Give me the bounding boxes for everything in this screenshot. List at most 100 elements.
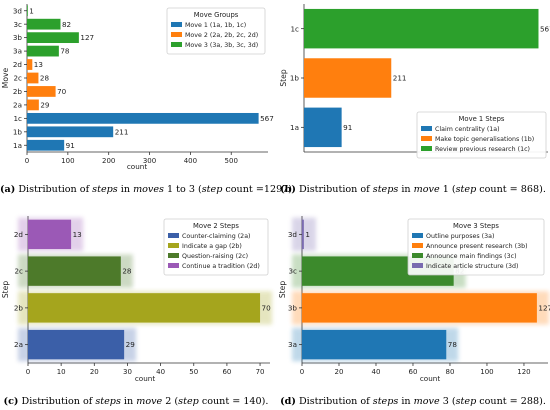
x-tick-label-300: 300	[143, 157, 156, 165]
caption-emphasis: steps	[95, 396, 121, 407]
legend-title: Move 2 Steps	[193, 222, 239, 230]
y-tick-label-2c: 2c	[13, 74, 22, 83]
bar-3a	[302, 329, 447, 360]
caption-emphasis: steps	[92, 184, 118, 195]
y-tick-label-2d: 2d	[14, 230, 23, 239]
data-label-3c: 82	[62, 20, 71, 29]
bar-2a	[27, 99, 39, 111]
data-label-1a: 91	[66, 141, 75, 150]
legend-entry: Announce main findings (3c)	[426, 253, 517, 260]
legend-swatch	[171, 32, 182, 37]
bar-3d	[27, 5, 28, 17]
data-label-2b: 70	[262, 303, 272, 312]
data-label-1c: 567	[540, 24, 550, 33]
legend-entry: Outline purposes (3a)	[426, 233, 494, 240]
legend-swatch	[168, 253, 179, 258]
legend-box	[416, 111, 547, 159]
caption-text: Distribution of	[295, 396, 373, 407]
legend-swatch	[171, 22, 182, 27]
caption-label: (a)	[0, 184, 16, 195]
data-label-2a: 29	[126, 340, 136, 349]
y-tick-label-1a: 1a	[13, 141, 22, 150]
y-tick-label-3a: 3a	[13, 47, 22, 56]
caption-text: count = 288).	[476, 396, 546, 407]
x-tick-label-100: 100	[480, 368, 493, 376]
y-axis-label: Move	[1, 67, 10, 88]
legend-entry: Review previous research (1c)	[435, 146, 530, 153]
x-tick-label-50: 50	[189, 368, 198, 376]
caption-text: 1 (	[439, 184, 456, 195]
data-label-3d: 1	[29, 6, 34, 15]
caption-emphasis: steps	[372, 184, 399, 195]
y-tick-label-2a: 2a	[14, 340, 23, 349]
legend-entry: Indicate article structure (3d)	[426, 263, 519, 270]
y-tick-label-2b: 2b	[13, 87, 23, 96]
bar-2d	[28, 219, 72, 250]
legend-entry: Move 1 (1a, 1b, 1c)	[185, 22, 246, 29]
legend-entry: Announce present research (3b)	[426, 243, 528, 250]
x-tick-label-400: 400	[184, 157, 197, 165]
y-tick-label-3c: 3c	[13, 20, 22, 29]
legend-box	[163, 218, 269, 276]
legend-swatch	[168, 233, 179, 238]
data-label-1b: 211	[115, 127, 129, 136]
caption-text: in	[120, 396, 137, 407]
y-tick-label-3c: 3c	[288, 267, 297, 276]
x-tick-label-20: 20	[90, 368, 99, 376]
y-tick-label-1c: 1c	[13, 114, 22, 123]
y-tick-label-3b: 3b	[288, 303, 298, 312]
legend-entry: Move 3 (3a, 3b, 3c, 3d)	[185, 42, 258, 49]
y-tick-label-2c: 2c	[14, 267, 23, 276]
legend-swatch	[412, 253, 423, 258]
data-label-3d: 1	[305, 230, 310, 239]
caption-b: (b) Distribution of steps in move 1 (ste…	[276, 184, 550, 195]
caption-label: (c)	[3, 396, 19, 407]
caption-text: in	[398, 396, 414, 407]
caption-text: Distribution of	[18, 396, 96, 407]
bar-1a	[304, 107, 342, 148]
bar-2a	[28, 329, 125, 360]
legend-entry: Continue a tradition (2d)	[182, 263, 260, 270]
y-axis-label: Step	[279, 69, 288, 86]
bar-3b	[302, 293, 537, 323]
legend-entry: Make topic generalisations (1b)	[435, 136, 534, 143]
x-tick-label-70: 70	[256, 368, 265, 376]
caption-c: (c) Distribution of steps in move 2 (ste…	[0, 396, 272, 407]
data-label-2b: 70	[57, 87, 67, 96]
x-tick-label-500: 500	[225, 157, 238, 165]
caption-emphasis: move	[136, 396, 163, 407]
x-tick-label-60: 60	[222, 368, 231, 376]
y-axis-label: Step	[1, 281, 10, 298]
legend-title: Move 1 Steps	[459, 115, 505, 123]
bar-1a	[27, 139, 65, 151]
data-label-3b: 127	[80, 33, 94, 42]
bar-2b	[27, 86, 56, 97]
legend-entry: Indicate a gap (2b)	[182, 243, 242, 250]
x-tick-label-60: 60	[409, 368, 418, 376]
legend-entry: Claim centrality (1a)	[435, 126, 500, 133]
bar-3d	[302, 219, 304, 250]
y-tick-label-2b: 2b	[14, 303, 24, 312]
legend-swatch	[168, 263, 179, 268]
x-tick-label-200: 200	[102, 157, 115, 165]
y-tick-label-3a: 3a	[288, 340, 297, 349]
y-tick-label-1b: 1b	[13, 127, 23, 136]
data-label-2c: 28	[40, 74, 50, 83]
caption-text: in	[117, 184, 134, 195]
caption-text: count =1297).	[222, 184, 296, 195]
legend-entry: Counter-claiming (2a)	[182, 233, 251, 240]
x-tick-label-40: 40	[372, 368, 381, 376]
legend-swatch	[412, 233, 423, 238]
legend-box	[166, 7, 266, 55]
bar-3c	[27, 18, 61, 30]
bar-2c	[27, 72, 39, 84]
data-label-3b: 127	[538, 303, 550, 312]
legend-swatch	[421, 126, 432, 131]
caption-text: Distribution of	[295, 184, 373, 195]
legend-swatch	[168, 243, 179, 248]
bar-1b	[304, 58, 392, 98]
x-tick-label-40: 40	[156, 368, 165, 376]
x-tick-label-10: 10	[57, 368, 66, 376]
y-tick-label-3b: 3b	[13, 33, 23, 42]
